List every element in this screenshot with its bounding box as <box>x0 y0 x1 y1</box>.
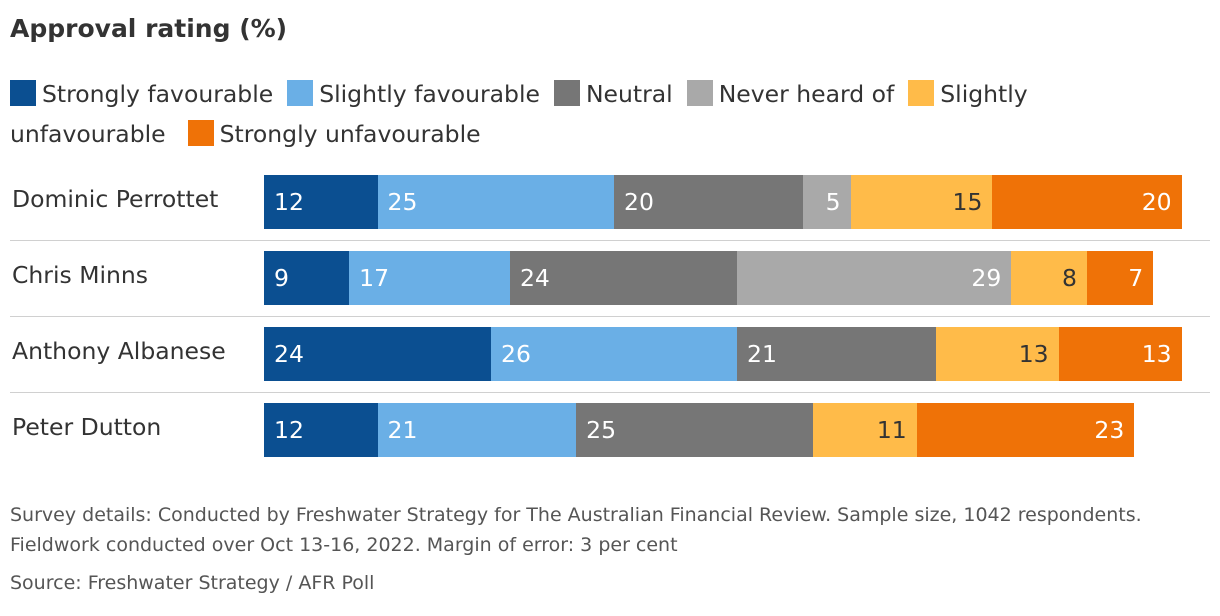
legend-label-wrap: unfavourable <box>10 120 166 148</box>
bar-segment <box>264 327 492 381</box>
bar-segment <box>377 175 615 229</box>
legend-swatch <box>908 80 935 106</box>
bar-value-label: 24 <box>519 264 550 292</box>
bar-segment <box>935 327 1059 381</box>
bar-segment <box>491 327 737 381</box>
bar-segment <box>614 175 804 229</box>
legend-item-neutral: Neutral <box>553 74 673 114</box>
bar-value-label: 13 <box>1018 340 1049 368</box>
legend-label: Never heard of <box>718 80 895 108</box>
row-divider <box>10 316 1210 317</box>
bar-segment <box>509 251 737 305</box>
legend-item-slightly-favourable: Slightly favourable <box>287 74 540 114</box>
row-label: Dominic Perrottet <box>12 185 219 213</box>
bar-segment <box>803 175 851 229</box>
legend-swatch <box>553 80 580 106</box>
bar-value-label: 25 <box>586 416 617 444</box>
bar-value-label: 13 <box>1141 340 1172 368</box>
bar-value-label: 7 <box>1128 264 1144 292</box>
bar-segment <box>916 403 1135 457</box>
bar-segment <box>377 403 577 457</box>
row-label: Chris Minns <box>12 261 149 289</box>
bar-value-label: 23 <box>1094 416 1125 444</box>
bar-value-label: 20 <box>624 188 654 216</box>
bar-value-label: 5 <box>825 188 841 216</box>
row-label: Anthony Albanese <box>12 337 226 365</box>
bar-segment <box>812 403 917 457</box>
bar-value-label: 24 <box>274 340 304 368</box>
bar-segment <box>349 251 510 305</box>
bar-value-label: 26 <box>501 340 531 368</box>
survey-note: Survey details: Conducted by Freshwater … <box>10 504 1142 556</box>
bar-value-label: 17 <box>359 264 390 292</box>
bar-segment <box>264 175 378 229</box>
legend-item-slightly-unfavourable: Slightly <box>908 74 1028 114</box>
legend-swatch <box>287 80 314 106</box>
chart-legend: Strongly favourable Slightly favourable Ne… <box>10 74 1210 154</box>
legend-item-strongly-favourable: Strongly favourable <box>10 74 273 114</box>
legend-item-never-heard-of: Never heard of <box>686 74 895 114</box>
legend-swatch <box>187 120 214 146</box>
bar-segment <box>737 251 1012 305</box>
bar-value-label: 9 <box>274 264 289 292</box>
row-label: Peter Dutton <box>12 413 162 441</box>
source-note: Source: Freshwater Strategy / AFR Poll <box>10 572 375 594</box>
bar-value-label: 21 <box>747 340 777 368</box>
row-divider <box>10 240 1210 241</box>
chart-title: Approval rating (%) <box>10 14 288 43</box>
row-divider <box>10 392 1210 393</box>
bar-segment <box>1058 327 1182 381</box>
bar-value-label: 15 <box>952 188 983 216</box>
bar-value-label: 25 <box>387 188 418 216</box>
legend-label: Strongly favourable <box>42 80 274 108</box>
bar-value-label: 29 <box>971 264 1002 292</box>
bar-segment <box>1011 251 1087 305</box>
legend-label: Slightly favourable <box>319 80 540 108</box>
bar-segment <box>1087 251 1154 305</box>
bar-value-label: 20 <box>1141 188 1172 216</box>
bar-segment <box>576 403 813 457</box>
bar-value-label: 11 <box>876 416 907 444</box>
legend-label: Neutral <box>585 80 673 108</box>
bar-segment <box>737 327 936 381</box>
legend-swatch <box>10 80 36 106</box>
bar-value-label: 12 <box>274 416 304 444</box>
legend-label: Slightly <box>940 80 1028 108</box>
bar-value-label: 21 <box>387 416 418 444</box>
bar-value-label: 8 <box>1062 264 1077 292</box>
legend-label: Strongly unfavourable <box>219 120 481 148</box>
bar-segment <box>992 175 1182 229</box>
legend-swatch <box>686 80 713 106</box>
bar-segment <box>264 403 378 457</box>
legend-item-strongly-unfavourable: Strongly unfavourable <box>187 114 481 154</box>
bar-segment <box>264 251 350 305</box>
bar-value-label: 12 <box>274 188 304 216</box>
bar-segment <box>850 175 993 229</box>
